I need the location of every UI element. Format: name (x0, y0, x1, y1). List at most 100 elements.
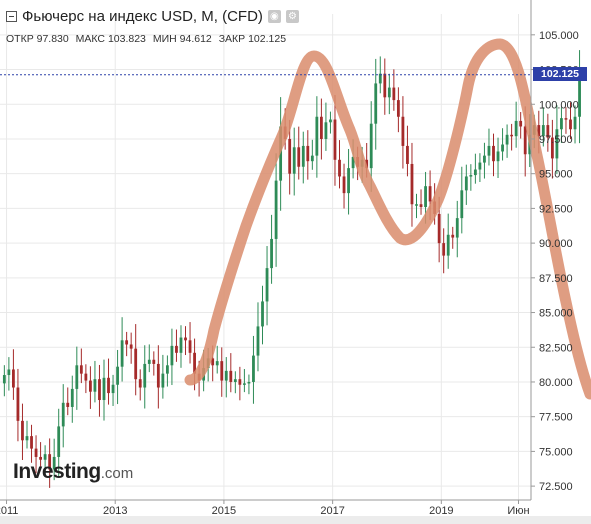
candle (550, 119, 554, 179)
candle-body (43, 454, 47, 460)
candle-body (550, 137, 554, 159)
candle-body (265, 268, 269, 302)
candles (2, 50, 581, 488)
candle (292, 127, 296, 196)
candle-body (310, 155, 314, 162)
candle-body (297, 147, 301, 167)
candle-body (324, 122, 328, 139)
candle-body (7, 369, 11, 376)
candle-body (560, 118, 563, 130)
time-axis[interactable]: 2011 2013 2015 2017 2019 Июн (0, 499, 531, 517)
high-value: 103.823 (107, 33, 146, 45)
candle (347, 148, 350, 215)
y-tick-label: 100.000 (539, 99, 579, 111)
candle-body (279, 126, 283, 181)
candle-body (188, 340, 192, 353)
candle-body (75, 365, 79, 389)
candle-body (288, 138, 292, 174)
candle (156, 345, 160, 409)
candle-body (387, 87, 391, 98)
candle (247, 374, 251, 395)
x-tick-label: 2013 (103, 505, 127, 517)
candle (170, 328, 174, 386)
candle-body (233, 379, 237, 382)
candle (220, 347, 224, 397)
candle (179, 325, 183, 368)
candle (143, 345, 147, 409)
candle-body (342, 176, 346, 194)
candle (265, 246, 269, 326)
candle-body (478, 162, 482, 170)
candle-body (496, 151, 500, 162)
close-value: 102.125 (248, 33, 287, 45)
candle (224, 357, 228, 398)
scroll-strip[interactable] (0, 516, 591, 524)
eye-icon[interactable]: ◉ (267, 10, 281, 23)
candle-body (492, 145, 495, 162)
y-tick-label: 87.500 (539, 273, 573, 285)
candle-body (541, 125, 545, 137)
candle-body (220, 361, 224, 381)
candle-body (460, 190, 464, 219)
candle (48, 438, 52, 488)
candle (175, 329, 178, 362)
candle (501, 128, 504, 161)
chart-header: Фьючерс на индекс USD, M, (CFD) ◉ ⚙ (6, 8, 299, 25)
logo-main: Investing (13, 460, 101, 483)
candle (514, 101, 518, 148)
candle-body (165, 365, 169, 374)
candle (16, 368, 20, 442)
open-label: ОТКР (6, 33, 34, 45)
low-label: МИН (152, 33, 177, 45)
candle-body (170, 345, 174, 366)
candle-body (424, 186, 427, 208)
candle-body (369, 123, 373, 169)
candle (34, 435, 38, 474)
candle-body (396, 100, 400, 117)
candle-body (464, 176, 468, 191)
collapse-toggle[interactable] (6, 11, 17, 22)
gear-icon[interactable]: ⚙ (285, 10, 299, 23)
candle-body (193, 352, 196, 374)
candle-body (537, 125, 541, 137)
high-label: МАКС (75, 33, 106, 45)
candle (578, 50, 581, 144)
candle-body (21, 420, 24, 441)
candle-body (483, 155, 486, 163)
candle (43, 445, 47, 472)
candle-body (116, 366, 119, 385)
candle (39, 442, 42, 468)
candle (455, 200, 459, 258)
candle (61, 384, 65, 448)
candle (342, 163, 346, 209)
candle-body (374, 83, 378, 124)
candle-body (319, 116, 323, 139)
candle (161, 354, 165, 399)
candle-body (442, 243, 446, 256)
candle (120, 317, 124, 382)
candle-body (224, 370, 228, 381)
candle (242, 368, 246, 393)
candle (374, 58, 378, 150)
candle-body (555, 129, 559, 159)
candle (329, 111, 332, 134)
candle-body (306, 145, 310, 162)
candle-body (147, 359, 151, 364)
open-value: 97.830 (36, 33, 69, 45)
x-tick-label: 2017 (320, 505, 344, 517)
candle (324, 102, 328, 151)
y-tick-label: 90.000 (539, 238, 573, 250)
candle-body (419, 204, 423, 208)
candle (560, 107, 563, 143)
candle (134, 324, 138, 396)
candle-body (16, 387, 20, 421)
candle (138, 369, 142, 401)
candle-body (70, 388, 74, 407)
candle (229, 353, 233, 393)
candle (478, 153, 482, 183)
candle-body (111, 384, 115, 394)
candle-body (98, 379, 101, 401)
candle-body (392, 87, 396, 101)
candle (129, 332, 133, 364)
